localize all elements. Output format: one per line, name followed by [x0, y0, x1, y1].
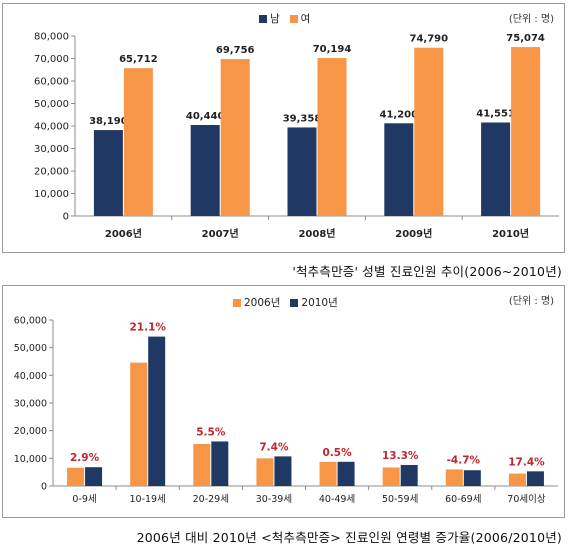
chart2-legend-label-1: 2010년 — [301, 297, 338, 309]
chart1-bar-0-0 — [93, 130, 123, 216]
chart2-growth-label-2: 5.5% — [196, 426, 226, 438]
chart2-legend: 2006년 2010년 — [233, 295, 344, 310]
chart1-data-label-0-0: 38,190 — [89, 116, 128, 127]
chart1-x-tick-label: 2006년 — [105, 227, 142, 240]
chart2-growth-label-6: -4.7% — [447, 454, 481, 466]
chart1-data-label-1-1: 69,756 — [216, 45, 255, 56]
chart2-caption: 2006년 대비 2010년 <척추측만증> 진료인원 연령별 증가율(2006… — [136, 530, 562, 545]
chart2-x-tick-label: 20-29세 — [193, 494, 229, 505]
chart2-bar-1-5 — [400, 464, 418, 486]
chart1-y-tick-label: 40,000 — [34, 122, 69, 133]
chart1-x-tick-label: 2008년 — [298, 227, 335, 240]
chart2-y-tick-label: 20,000 — [14, 426, 47, 437]
chart2-y-tick-label: 50,000 — [14, 343, 47, 354]
chart2-growth-label-0: 2.9% — [70, 452, 100, 464]
chart2-growth-label-3: 7.4% — [259, 441, 289, 453]
chart1-legend-item-0: 남 — [259, 11, 280, 26]
chart2-bar-1-1 — [148, 336, 166, 486]
chart2-bar-0-5 — [382, 467, 400, 486]
chart1-caption: '척추측만증' 성별 진료인원 추이(2006~2010년) — [292, 264, 562, 279]
chart2-bar-1-3 — [274, 456, 292, 486]
chart1-y-tick-label: 30,000 — [34, 144, 69, 155]
gender-chart-svg: 0 10,000 20,000 30,000 40,000 50,000 60,000 70,… — [34, 32, 559, 240]
chart2-bar-0-3 — [256, 458, 274, 486]
chart1-bar-1-3 — [414, 47, 444, 216]
chart2-y-tick-label: 0 — [41, 482, 47, 493]
chart1-y-tick-label: 20,000 — [34, 167, 69, 178]
chart1-legend-swatch-0 — [259, 14, 267, 23]
chart2-x-tick-label: 60-69세 — [445, 494, 481, 505]
chart1-y-tick-label: 0 — [63, 212, 69, 223]
chart1-data-label-0-4: 41,551 — [476, 109, 515, 120]
chart1-bar-1-0 — [123, 68, 153, 216]
chart2-growth-label-7: 17.4% — [508, 456, 545, 468]
chart2-bar-0-7 — [508, 473, 526, 486]
chart1-data-label-0-3: 41,200 — [380, 109, 419, 120]
chart2-legend-swatch-0 — [233, 298, 241, 307]
chart1-data-label-0-1: 40,440 — [186, 111, 225, 122]
chart2-bar-0-4 — [319, 461, 337, 486]
chart1-y-tick-label: 70,000 — [34, 54, 69, 65]
chart2-bar-0-1 — [130, 362, 148, 486]
chart1-x-tick-label: 2010년 — [492, 227, 529, 240]
chart1-data-label-1-0: 65,712 — [119, 54, 158, 65]
chart1-bar-0-3 — [384, 123, 414, 216]
chart2-bar-0-0 — [67, 467, 85, 486]
chart1-bar-1-4 — [511, 47, 541, 217]
chart2-legend-label-0: 2006년 — [244, 297, 281, 309]
chart2-legend-item-1: 2010년 — [290, 295, 338, 310]
chart2-x-tick-label: 50-59세 — [382, 494, 418, 505]
chart2-bar-1-7 — [526, 471, 544, 486]
chart1-bar-1-2 — [317, 58, 347, 216]
chart1-data-label-0-2: 39,358 — [283, 113, 322, 124]
chart1-y-tick-label: 10,000 — [34, 189, 69, 200]
chart2-growth-label-4: 0.5% — [323, 447, 353, 459]
age-chart-svg: 0 10,000 20,000 30,000 40,000 50,000 60,000 0-9… — [14, 316, 558, 505]
chart2-bar-1-0 — [85, 467, 103, 486]
chart2-bar-1-6 — [463, 470, 481, 486]
chart1-y-tick-label: 80,000 — [34, 32, 69, 43]
chart1-bar-1-1 — [220, 59, 250, 217]
chart2-bar-0-2 — [193, 443, 211, 486]
chart2-y-tick-label: 40,000 — [14, 371, 47, 382]
chart1-legend-label-1: 여 — [300, 13, 311, 25]
chart1-data-label-1-2: 70,194 — [313, 44, 352, 55]
chart2-x-tick-label: 10-19세 — [130, 494, 166, 505]
chart2-growth-label-5: 13.3% — [382, 450, 419, 462]
chart1-bar-0-1 — [190, 125, 220, 216]
chart1-bar-0-2 — [287, 127, 317, 216]
chart1-unit-label: (단위 : 명) — [508, 14, 554, 25]
chart2-bar-0-6 — [445, 469, 463, 486]
chart1-x-tick-label: 2009년 — [395, 227, 432, 240]
chart2-x-tick-label: 0-9세 — [72, 494, 96, 505]
chart2-y-tick-label: 30,000 — [14, 399, 47, 410]
chart2-growth-label-1: 21.1% — [129, 322, 166, 334]
chart2-y-tick-label: 10,000 — [14, 454, 47, 465]
chart2-bar-1-2 — [211, 441, 229, 486]
chart1-legend-item-1: 여 — [289, 11, 311, 26]
chart1-data-label-1-4: 75,074 — [506, 33, 545, 44]
chart1-data-label-1-3: 74,790 — [410, 34, 449, 45]
chart2-x-tick-label: 40-49세 — [319, 494, 355, 505]
chart1-legend-label-0: 남 — [270, 13, 280, 25]
chart1-bar-0-4 — [481, 122, 511, 216]
age-chart-panel: (단위 : 명) 2006년 2010년 0 10,000 20,000 30,000 4… — [2, 285, 565, 518]
chart2-legend-item-0: 2006년 — [233, 295, 280, 310]
chart2-x-tick-label: 70세이상 — [507, 494, 546, 505]
chart1-x-tick-label: 2007년 — [202, 227, 239, 240]
chart2-unit-label: (단위 : 명) — [508, 296, 554, 307]
chart2-bar-1-4 — [337, 461, 355, 486]
chart2-y-tick-label: 60,000 — [14, 316, 47, 327]
chart1-y-tick-label: 60,000 — [34, 77, 69, 88]
chart2-legend-swatch-1 — [290, 298, 299, 307]
chart2-x-tick-label: 30-39세 — [256, 494, 292, 505]
chart1-y-tick-label: 50,000 — [34, 99, 69, 110]
chart1-legend-swatch-1 — [289, 14, 298, 23]
